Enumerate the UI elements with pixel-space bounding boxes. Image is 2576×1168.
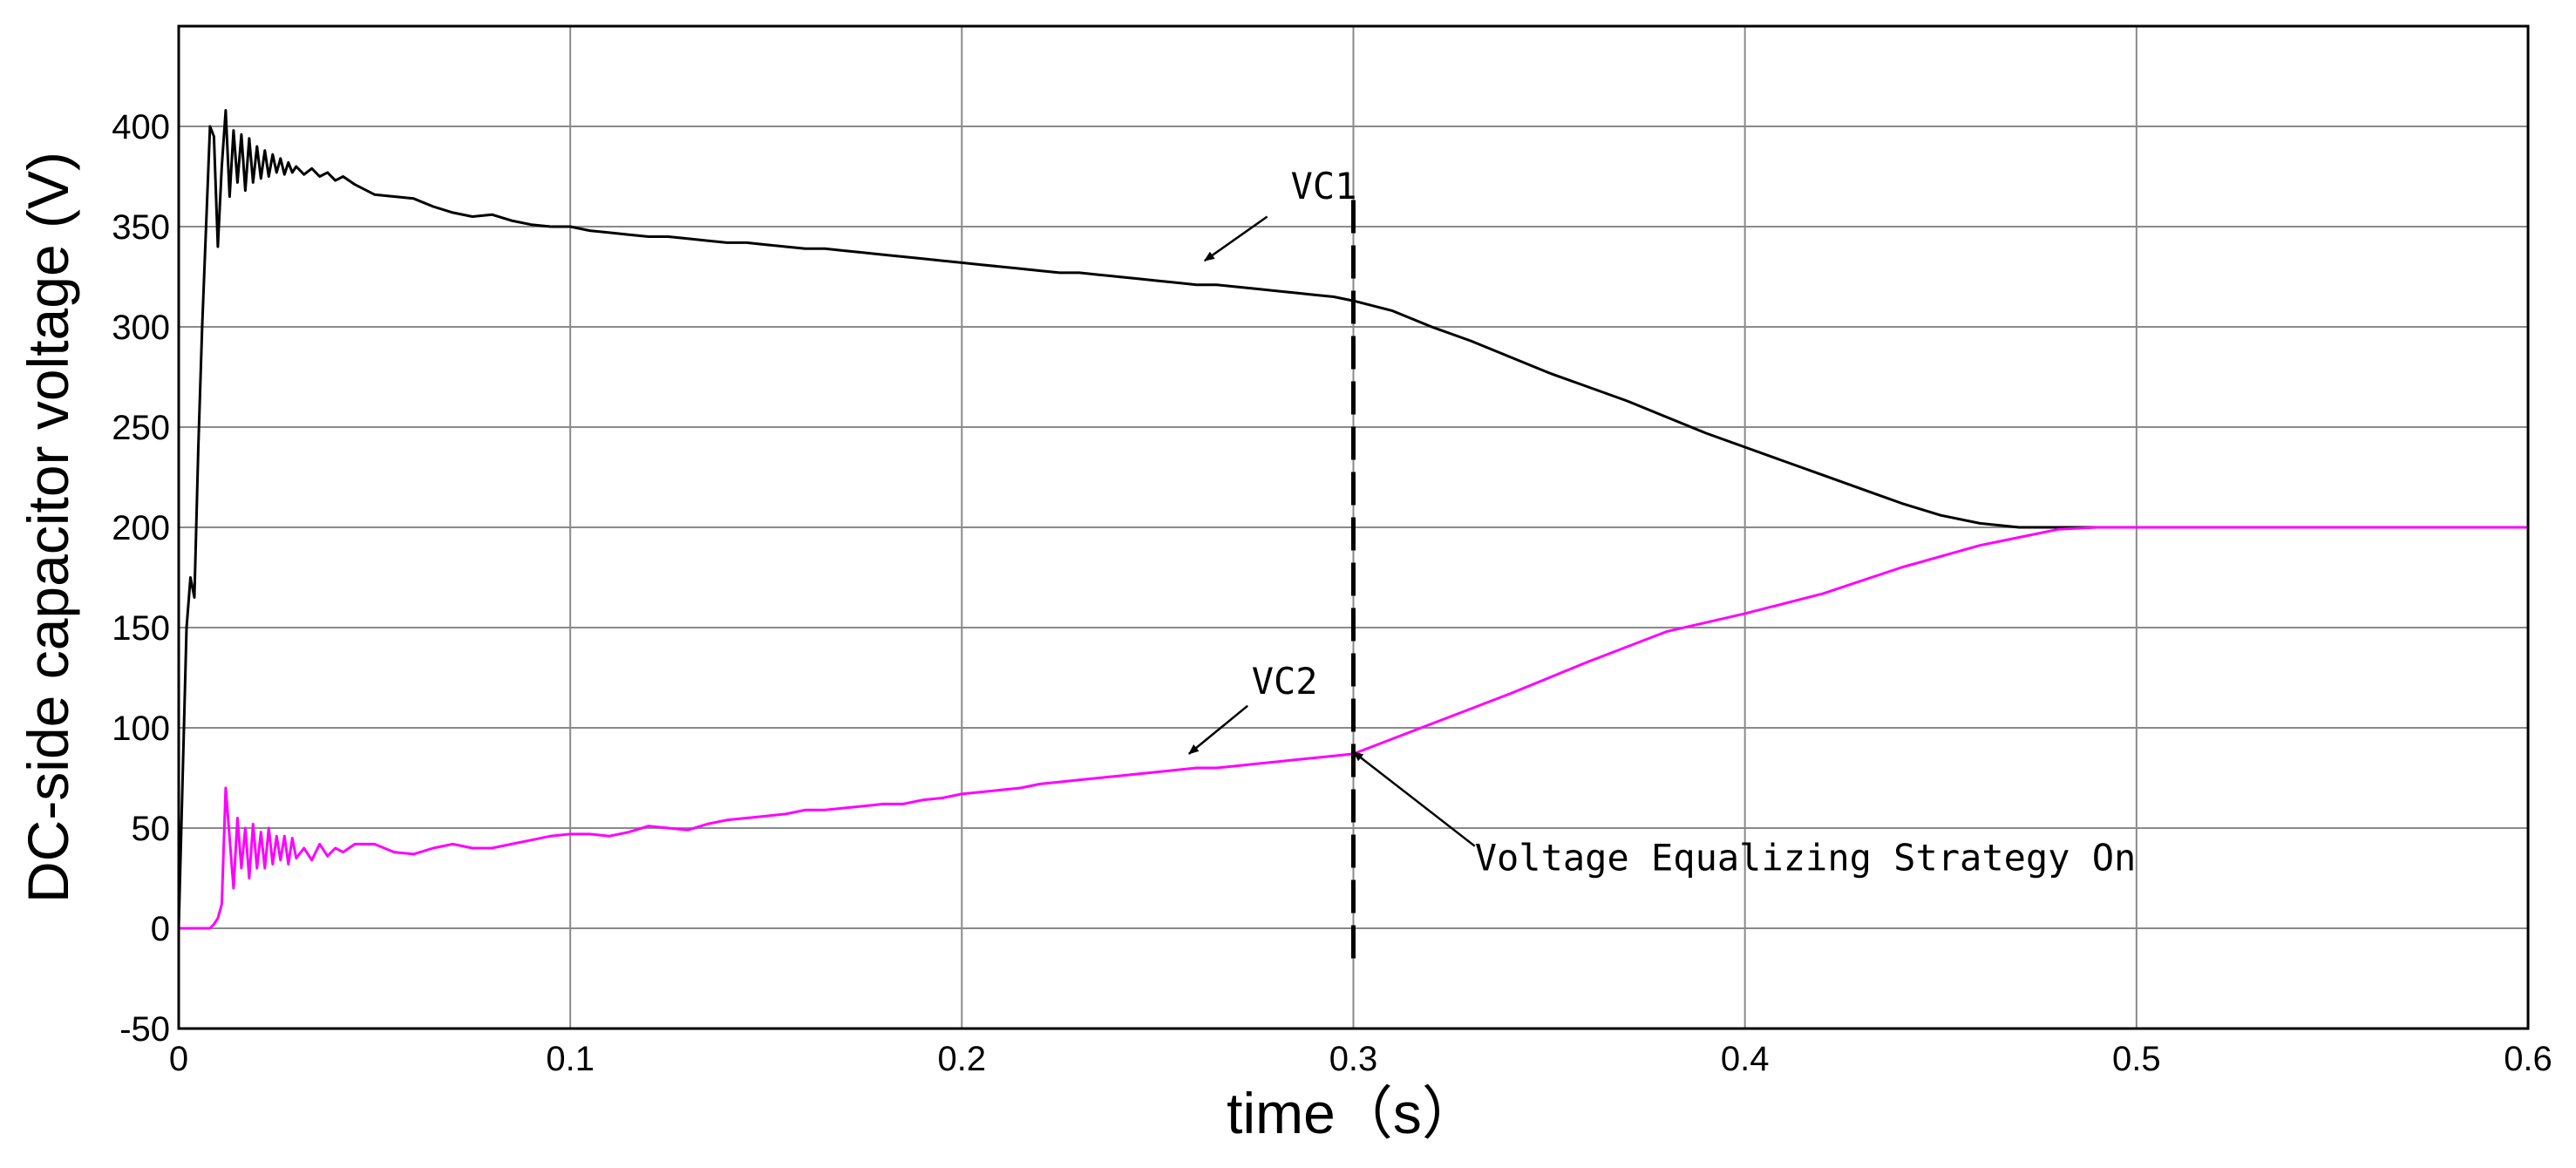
y-tick-label: 350	[112, 208, 170, 247]
y-tick-label: 400	[112, 108, 170, 146]
plot-border	[177, 24, 2530, 1030]
y-tick-label: 0	[151, 910, 170, 948]
y-axis-title: DC-side capacitor voltage (V)	[16, 152, 80, 903]
series-line-vc1	[177, 109, 2528, 929]
series-group	[177, 109, 2528, 930]
y-tick-label: -50	[119, 1010, 170, 1049]
series-line-vc2	[179, 526, 2528, 930]
x-tick-label: 0.5	[2112, 1040, 2161, 1078]
y-tick-label: 100	[112, 710, 170, 748]
y-tick-label: 250	[112, 409, 170, 447]
annotation-label: VC1	[1291, 165, 1357, 207]
annotation-label: VC2	[1252, 660, 1318, 703]
tick-labels: 0 0.1 0.2 0.3 0.4 0.5 0.6-50050100150200250300…	[112, 108, 2552, 1078]
annotation-arrow	[1352, 750, 1476, 847]
y-tick-label: 200	[112, 509, 170, 547]
x-tick-label: 0.2	[938, 1040, 987, 1078]
y-tick-label: 300	[112, 309, 170, 347]
y-tick-label: 150	[112, 609, 170, 648]
x-tick-label: 0.6	[2504, 1040, 2552, 1078]
x-axis-title: time（s）	[1227, 1081, 1479, 1145]
annotation-arrow	[1188, 704, 1249, 755]
x-tick-label: 0.1	[546, 1040, 595, 1078]
y-tick-label: 50	[132, 810, 171, 848]
x-tick-label: 0	[169, 1040, 188, 1078]
annotations: VC1 VC2 Voltage Equalizing Strategy On	[1188, 165, 2137, 879]
x-tick-label: 0.4	[1721, 1040, 1770, 1078]
annotation-label: Voltage Equalizing Strategy On	[1475, 836, 2137, 879]
x-tick-label: 0.3	[1329, 1040, 1378, 1078]
annotation-arrow	[1203, 215, 1268, 262]
